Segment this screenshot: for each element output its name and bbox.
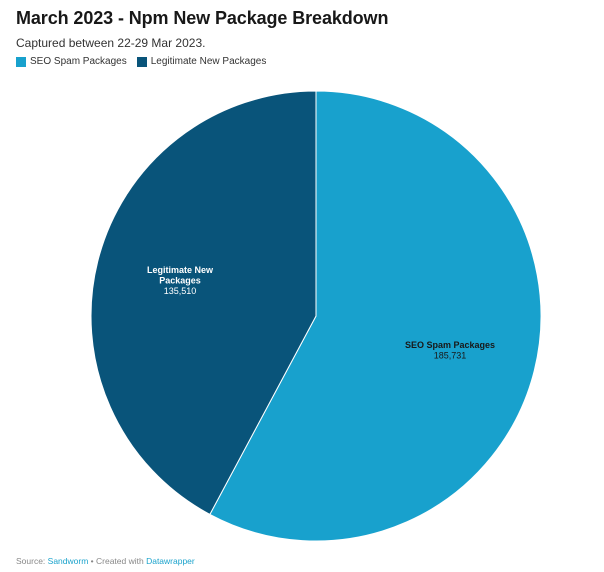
pie-slice-label-name-1-0: Legitimate New <box>147 265 214 275</box>
pie-slice-label-name-1-1: Packages <box>159 276 201 286</box>
pie-slice-1 <box>90 90 317 516</box>
chart-subtitle: Captured between 22-29 Mar 2023. <box>16 36 206 50</box>
legend-label-seo-spam: SEO Spam Packages <box>30 56 127 67</box>
legend-item-legitimate: Legitimate New Packages <box>136 56 267 67</box>
legend-swatch-legitimate <box>136 56 147 67</box>
chart-footer: Source: Sandworm • Created with Datawrap… <box>16 556 195 566</box>
footer-separator: • Created with <box>88 556 147 566</box>
chart-title: March 2023 - Npm New Package Breakdown <box>16 8 389 28</box>
footer-source-prefix: Source: <box>16 556 48 566</box>
pie-slice-0 <box>209 90 542 542</box>
legend-swatch-seo-spam <box>16 56 26 67</box>
pie-slice-label-name-0-0: SEO Spam Packages <box>405 340 495 350</box>
footer-source-link[interactable]: Sandworm <box>47 556 89 566</box>
legend-label-legitimate: Legitimate New Packages <box>150 56 267 67</box>
legend-item-seo-spam: SEO Spam Packages <box>16 56 127 67</box>
pie-slice-label-value-0: 185,731 <box>434 351 467 361</box>
footer-tool-link[interactable]: Datawrapper <box>146 556 195 566</box>
pie-slice-label-value-1: 135,510 <box>164 286 197 296</box>
chart-legend: SEO Spam Packages Legitimate New Package… <box>16 56 266 67</box>
